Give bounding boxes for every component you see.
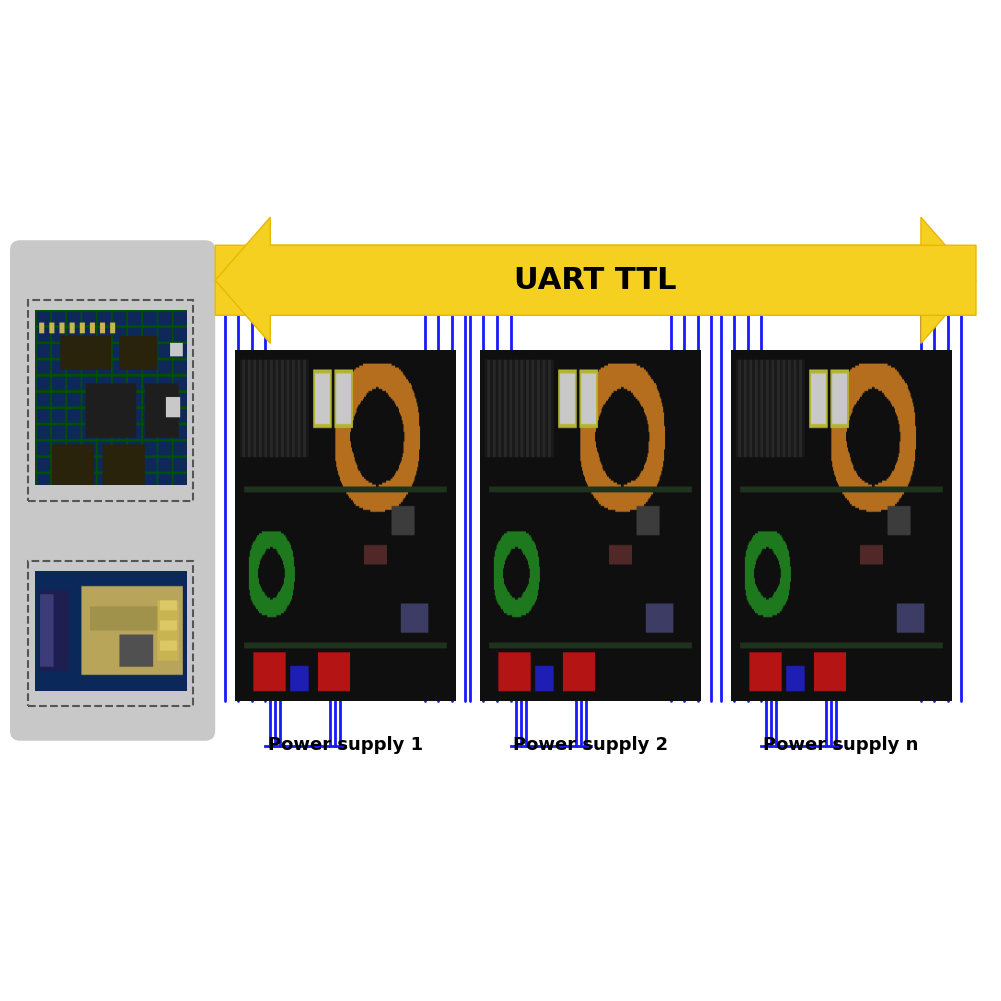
Bar bbox=[28, 300, 193, 500]
Bar bbox=[28, 561, 193, 706]
Text: Power supply 2: Power supply 2 bbox=[514, 736, 668, 754]
FancyArrow shape bbox=[215, 217, 976, 343]
Text: UART TTL: UART TTL bbox=[515, 266, 677, 294]
FancyArrow shape bbox=[215, 217, 976, 343]
Text: Power supply 1: Power supply 1 bbox=[268, 736, 422, 754]
Text: Power supply n: Power supply n bbox=[763, 736, 919, 754]
FancyBboxPatch shape bbox=[10, 240, 215, 741]
